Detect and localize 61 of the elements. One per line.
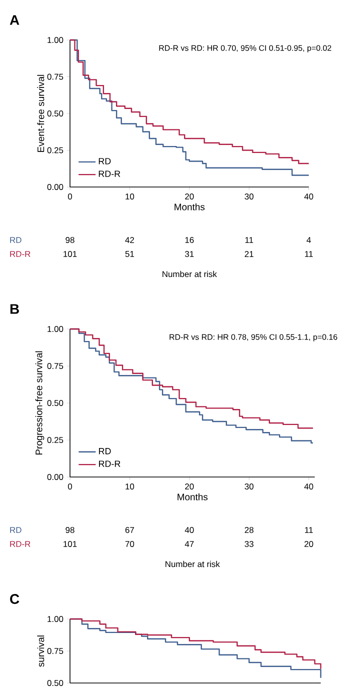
x-tick-label: 0 <box>68 194 72 200</box>
x-tick-label: 30 <box>244 484 254 490</box>
legend-label: RD-R <box>98 170 120 177</box>
text: 40 <box>184 527 194 533</box>
text: 28 <box>244 527 254 533</box>
text: 70 <box>125 541 134 547</box>
text: 47 <box>184 541 194 547</box>
y-tick-label: 0.25 <box>47 147 64 154</box>
x-tick-label: 40 <box>304 194 314 200</box>
text: RD <box>10 237 22 243</box>
text: Number at risk <box>166 560 220 568</box>
x-axis-title: Months <box>174 203 205 210</box>
text: 31 <box>185 251 194 257</box>
y-tick-label: 0.00 <box>47 474 64 480</box>
y-tick-label: 1.00 <box>48 616 64 622</box>
text: 4 <box>306 237 311 243</box>
text: 101 <box>64 541 77 547</box>
text: 11 <box>245 237 254 243</box>
x-tick-label: 10 <box>126 484 134 490</box>
text: 101 <box>64 251 77 257</box>
legend-label: RD <box>99 448 111 454</box>
text: 11 <box>305 251 313 257</box>
y-tick-label: 0.50 <box>47 400 64 406</box>
text: 98 <box>66 527 74 533</box>
chart-title: A <box>10 15 20 25</box>
y-tick-label: 0.50 <box>47 110 64 116</box>
x-axis-title: Months <box>178 493 208 500</box>
chart-title: C <box>10 594 20 604</box>
y-axis-title: Event-free survival <box>37 74 44 152</box>
y-axis-title: Progression-free survival <box>35 351 44 455</box>
y-tick-label: 0.50 <box>47 680 64 686</box>
y-tick-label: 0.75 <box>47 363 64 369</box>
x-tick-label: 0 <box>68 484 72 490</box>
x-tick-label: 30 <box>244 194 254 200</box>
text: 67 <box>125 527 134 533</box>
text: RD <box>10 527 22 533</box>
y-tick-label: 1.00 <box>48 326 64 332</box>
chart-title: B <box>10 304 19 314</box>
legend-label: RD <box>98 158 111 164</box>
text: 33 <box>244 541 254 547</box>
text: 20 <box>304 541 314 547</box>
x-tick-label: 10 <box>126 194 134 200</box>
y-tick-label: 1.00 <box>48 37 64 43</box>
x-tick-label: 40 <box>304 484 314 490</box>
y-tick-label: 0.75 <box>47 74 64 80</box>
x-tick-label: 20 <box>185 484 194 490</box>
text: Number at risk <box>162 270 217 278</box>
text: 21 <box>244 251 254 257</box>
text: RD-R <box>10 251 30 257</box>
text: 16 <box>185 237 194 243</box>
x-tick-label: 20 <box>185 194 194 200</box>
text: 51 <box>125 251 134 257</box>
y-tick-label: 0.25 <box>47 437 64 443</box>
text: RD-R <box>10 541 30 547</box>
y-tick-label: 0.75 <box>47 648 64 654</box>
y-tick-label: 0.00 <box>47 184 64 190</box>
y-axis-title: survival <box>37 636 44 667</box>
text: 98 <box>66 237 74 243</box>
text: 42 <box>125 237 134 243</box>
text: 11 <box>305 527 313 533</box>
legend-label: RD-R <box>99 460 120 467</box>
